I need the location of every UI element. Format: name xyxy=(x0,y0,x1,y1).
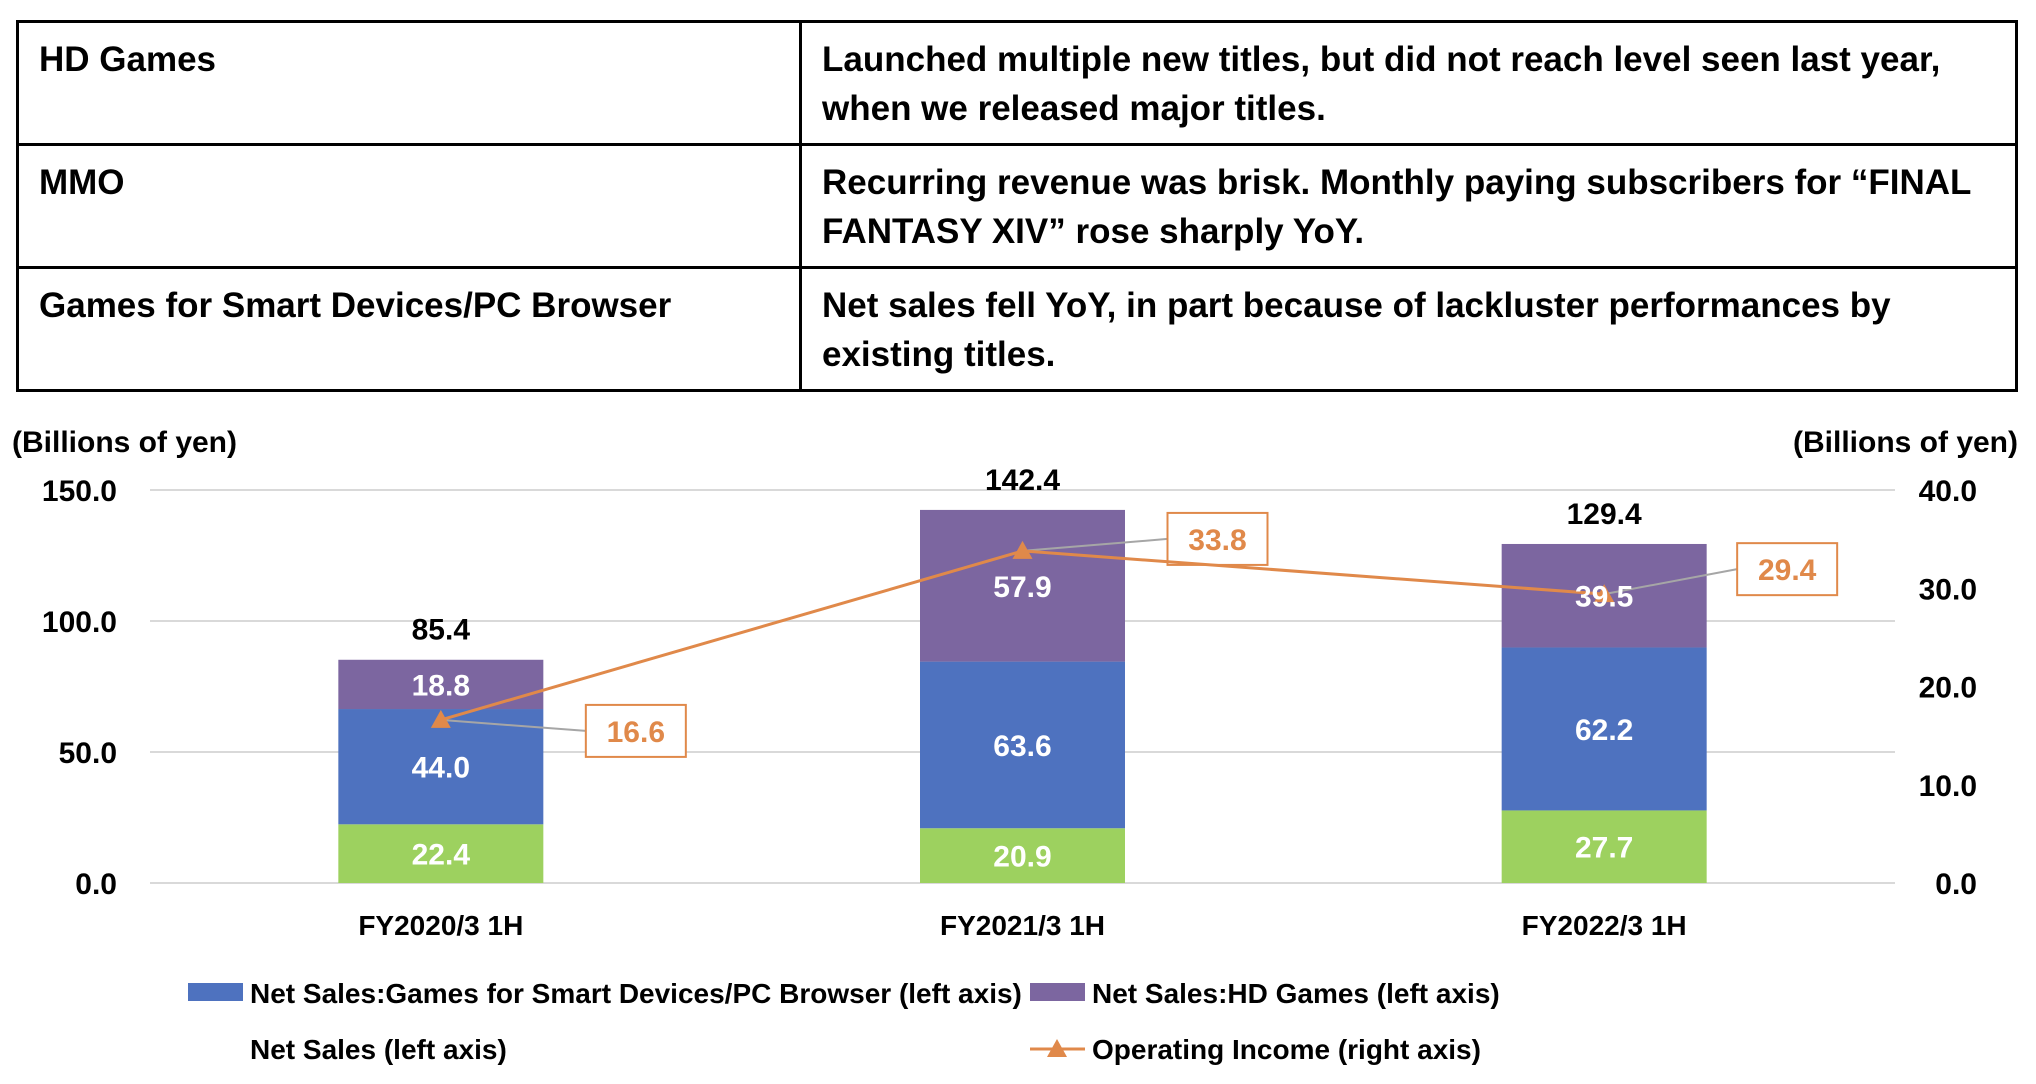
legend-swatch-hd xyxy=(1030,983,1085,1001)
right-axis-tick-label: 40.0 xyxy=(1919,475,1977,508)
total-label: 85.4 xyxy=(412,613,471,646)
legend-label-hd: Net Sales:HD Games (left axis) xyxy=(1092,978,1500,1009)
operating-income-marker xyxy=(430,709,451,728)
category-label: FY2020/3 1H xyxy=(358,910,523,941)
operating-income-label: 29.4 xyxy=(1758,554,1817,587)
operating-income-callout-box xyxy=(1736,542,1839,597)
operating-income-callout-box xyxy=(1166,511,1269,566)
operating-income-label: 16.6 xyxy=(607,716,665,749)
operating-income-callout-box xyxy=(584,703,687,758)
data-label-hd: 57.9 xyxy=(993,571,1051,604)
segment-name: Games for Smart Devices/PC Browser xyxy=(16,266,802,392)
segment-comment: Recurring revenue was brisk. Monthly pay… xyxy=(799,143,2018,269)
callout-leader-line xyxy=(1022,537,1168,552)
data-label-green: 22.4 xyxy=(412,839,471,872)
bar-segment-smart xyxy=(1501,647,1707,811)
table-row: Games for Smart Devices/PC Browser Net s… xyxy=(16,266,2018,392)
category-label: FY2021/3 1H xyxy=(940,910,1105,941)
total-label: 129.4 xyxy=(1567,498,1642,531)
segment-name: HD Games xyxy=(16,20,802,146)
segment-comment: Launched multiple new titles, but did no… xyxy=(799,20,2018,146)
bar-segment-green xyxy=(920,828,1125,883)
left-axis-tick-label: 50.0 xyxy=(59,737,117,770)
category-label: FY2022/3 1H xyxy=(1522,910,1687,941)
data-label-smart: 62.2 xyxy=(1575,714,1633,747)
callout-leader-line xyxy=(440,718,586,732)
operating-income-label: 33.8 xyxy=(1188,524,1246,557)
segment-comment: Net sales fell YoY, in part because of l… xyxy=(799,266,2018,392)
segment-name: MMO xyxy=(16,143,802,269)
data-label-green: 20.9 xyxy=(993,841,1051,874)
right-axis-tick-label: 30.0 xyxy=(1919,573,1977,606)
left-axis-tick-label: 150.0 xyxy=(42,475,117,508)
right-axis-tick-label: 0.0 xyxy=(1935,868,1977,901)
legend-marker-operating-income xyxy=(1047,1039,1067,1057)
data-label-hd: 39.5 xyxy=(1575,581,1633,614)
bar-segment-hd xyxy=(920,509,1125,662)
left-axis-tick-label: 0.0 xyxy=(75,868,117,901)
data-label-smart: 63.6 xyxy=(993,730,1051,763)
operating-income-marker xyxy=(1594,584,1615,603)
left-axis-tick-label: 100.0 xyxy=(42,606,117,639)
operating-income-marker xyxy=(1012,540,1033,559)
callout-leader-line xyxy=(1603,568,1738,596)
table-row: MMO Recurring revenue was brisk. Monthly… xyxy=(16,143,2018,269)
right-axis-tick-label: 10.0 xyxy=(1919,770,1977,803)
left-axis-unit-label: (Billions of yen) xyxy=(12,426,237,459)
data-label-smart: 44.0 xyxy=(412,752,470,785)
bar-segment-smart xyxy=(338,709,544,825)
legend-label-net-sales: Net Sales (left axis) xyxy=(250,1034,507,1065)
legend-swatch-smart xyxy=(188,983,243,1001)
right-axis-unit-label: (Billions of yen) xyxy=(1793,426,2018,459)
legend-label-operating-income: Operating Income (right axis) xyxy=(1092,1034,1481,1065)
bar-segment-smart xyxy=(920,661,1125,829)
data-label-green: 27.7 xyxy=(1575,832,1633,865)
data-label-hd: 18.8 xyxy=(412,669,470,702)
bar-segment-green xyxy=(1501,810,1707,883)
segment-summary-table: HD Games Launched multiple new titles, b… xyxy=(16,20,2018,392)
table-row: HD Games Launched multiple new titles, b… xyxy=(16,20,2018,146)
right-axis-tick-label: 20.0 xyxy=(1919,672,1977,705)
total-label: 142.4 xyxy=(985,464,1060,497)
legend-label-smart: Net Sales:Games for Smart Devices/PC Bro… xyxy=(250,978,1022,1009)
bar-segment-green xyxy=(338,824,544,883)
